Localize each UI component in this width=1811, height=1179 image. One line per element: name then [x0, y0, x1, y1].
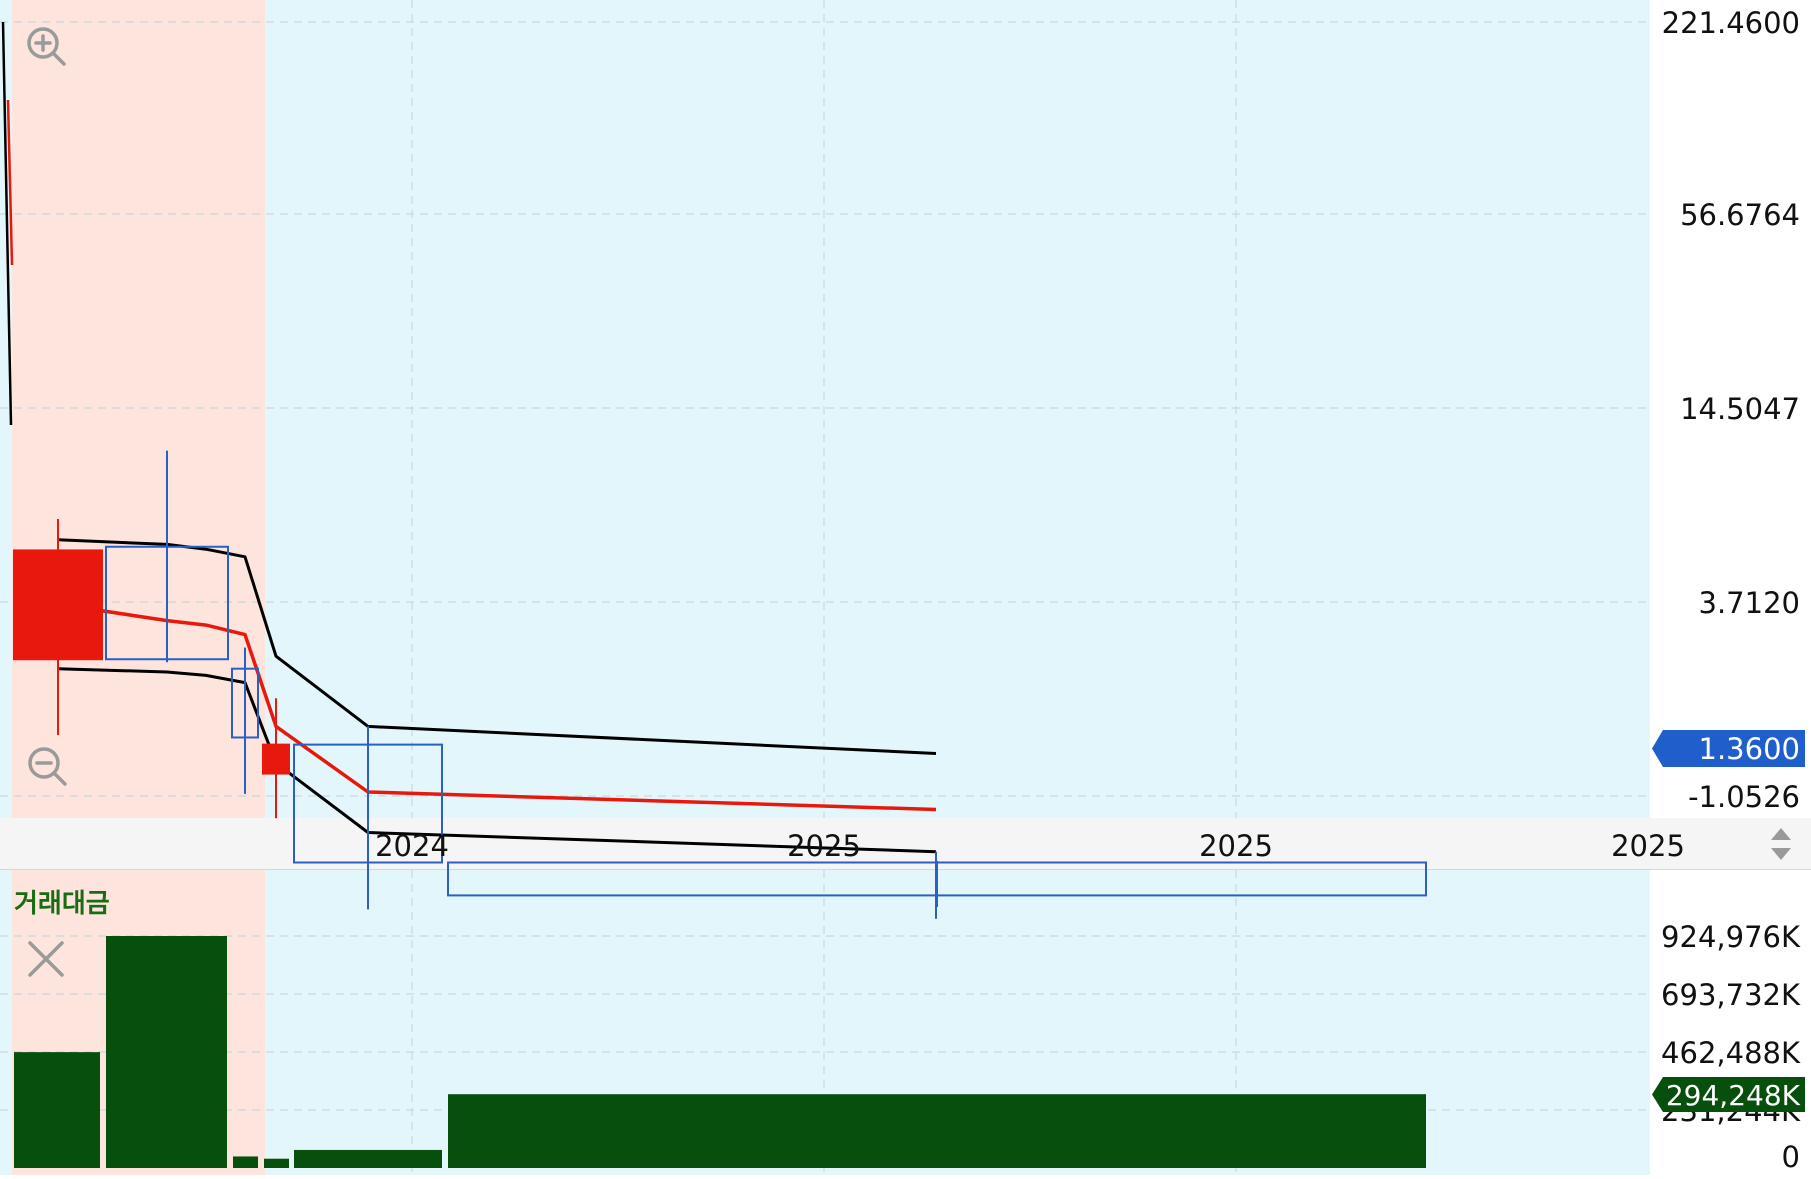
price-tick-label: 221.4600: [1662, 6, 1800, 40]
price-tick-label: 14.5047: [1680, 392, 1800, 426]
left-edge-line: [1, 21, 13, 426]
volume-tick-label: 0: [1782, 1140, 1800, 1174]
zoom-out-button[interactable]: [18, 738, 72, 792]
current-volume-label: 294,248K: [1666, 1079, 1801, 1112]
current-price-label: 1.3600: [1699, 732, 1800, 766]
left-edge-lines: [1, 21, 14, 426]
close-icon[interactable]: [28, 941, 64, 977]
close-volume-panel-button[interactable]: [22, 935, 70, 983]
arrow-down-icon[interactable]: [1771, 848, 1791, 860]
price-axis-background: [1650, 0, 1811, 818]
scroll-arrows-hitbox[interactable]: [1760, 822, 1804, 866]
zoom-in-icon[interactable]: [27, 27, 66, 66]
volume-bars: [14, 936, 1426, 1168]
candle-body: [262, 743, 290, 775]
candle-body: [13, 549, 103, 661]
current-price-badge-shape: [1652, 730, 1805, 767]
left-edge-line: [6, 99, 14, 266]
candle-body: [105, 545, 229, 661]
up-down-arrows-icon[interactable]: [1760, 822, 1804, 866]
zoom-in-handle[interactable]: [51, 51, 66, 66]
volume-bar: [233, 1156, 258, 1168]
price-axis: 221.4600 56.6764 14.5047 3.7120 -1.0526: [1662, 6, 1800, 814]
zoom-in-lens[interactable]: [27, 27, 59, 59]
candle-body: [293, 743, 443, 864]
current-price-badge: 1.3600: [1652, 730, 1805, 767]
x-axis: 2024 2025 2025 2025: [375, 829, 1685, 863]
current-volume-badge-shape: [1652, 1077, 1805, 1112]
candles: [13, 450, 1427, 919]
zoom-out-lens[interactable]: [28, 747, 60, 779]
x-axis-strip: [0, 818, 1811, 870]
volume-bar: [448, 1094, 1426, 1168]
volume-tick-label: 693,732K: [1661, 978, 1801, 1012]
volume-tick-label: 462,488K: [1661, 1036, 1801, 1070]
price-panel-background: [0, 0, 1650, 818]
candle-body: [231, 667, 259, 739]
zoom-out-handle[interactable]: [52, 771, 67, 786]
volume-bar: [106, 936, 227, 1168]
x-tick-label: 2025: [1611, 829, 1685, 863]
price-tick-label: -1.0526: [1688, 780, 1800, 814]
arrow-up-icon[interactable]: [1771, 828, 1791, 840]
x-tick-label: 2025: [787, 829, 861, 863]
price-grid: [0, 0, 1650, 818]
volume-panel-title: 거래대금: [14, 889, 110, 919]
zoom-in-button[interactable]: [18, 18, 72, 72]
volume-tick-label: 924,976K: [1661, 920, 1801, 954]
volume-bar: [14, 1052, 100, 1168]
volume-bar: [294, 1149, 442, 1168]
volume-axis-background: [1650, 870, 1811, 1175]
price-tick-label: 56.6764: [1680, 198, 1800, 232]
zoom-out-icon[interactable]: [28, 747, 67, 786]
current-volume-badge: 294,248K: [1652, 1077, 1805, 1112]
x-tick-label: 2024: [375, 829, 449, 863]
x-tick-label: 2025: [1199, 829, 1273, 863]
price-tick-label: 3.7120: [1699, 586, 1800, 620]
close-stroke-2[interactable]: [28, 941, 64, 977]
volume-bar: [264, 1158, 289, 1168]
highlight-region-price: [12, 0, 265, 818]
